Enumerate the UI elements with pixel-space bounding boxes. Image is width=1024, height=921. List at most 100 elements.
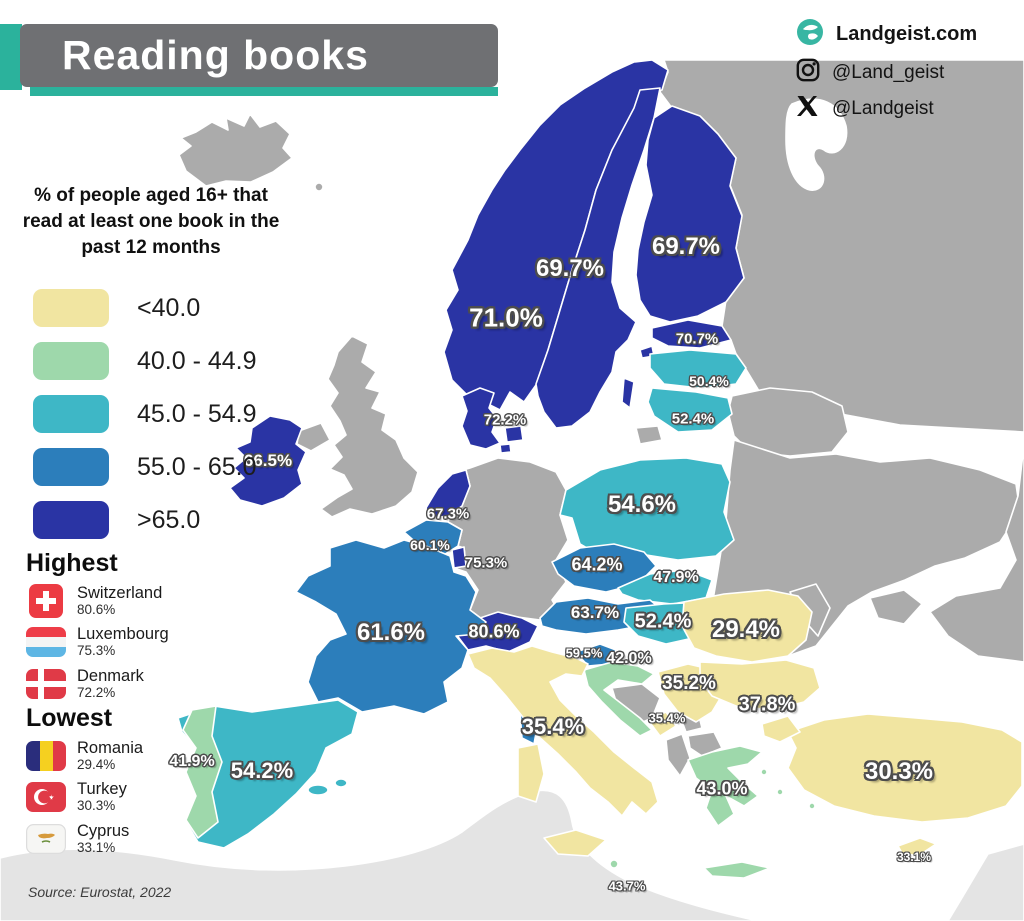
flag-denmark-icon	[26, 668, 66, 699]
legend-swatch-2	[33, 342, 109, 380]
legend-label-4: 55.0 - 65.0	[137, 452, 257, 481]
x-label: @Landgeist	[832, 97, 934, 119]
country-bulgaria	[699, 659, 821, 711]
lowest-block: Lowest Romania 29.4%	[26, 704, 143, 863]
legend-label-2: 40.0 - 44.9	[137, 346, 257, 375]
page-title: Reading books	[62, 32, 369, 78]
legend-row: 40.0 - 44.9	[33, 342, 257, 380]
country-montenegro	[647, 711, 677, 737]
rank-row-turkey: Turkey 30.3%	[26, 780, 143, 814]
aegean-island-1	[760, 768, 768, 776]
title-banner: Reading books	[20, 24, 498, 87]
rank-country-name: Luxembourg	[77, 625, 169, 644]
country-france	[295, 539, 487, 715]
island-gotland	[621, 377, 635, 409]
instagram-icon	[796, 58, 820, 87]
country-sweden	[535, 87, 661, 429]
legend-label-1: <40.0	[137, 293, 201, 322]
rank-row-cyprus: Cyprus 33.1%	[26, 822, 143, 856]
legend-row: 45.0 - 54.9	[33, 395, 257, 433]
danish-islands	[504, 425, 524, 443]
rank-country-name: Romania	[77, 739, 144, 757]
aegean-island-2	[776, 788, 784, 796]
island-menorca	[334, 778, 348, 788]
rank-country-value: 29.4%	[77, 757, 116, 773]
source-note: Source: Eurostat, 2022	[28, 884, 172, 900]
levant-landmass	[947, 843, 1024, 921]
faroe-islands	[314, 182, 324, 192]
rank-row-romania: Romania 29.4%	[26, 739, 143, 773]
rank-country-value: 30.3%	[77, 798, 116, 814]
north-africa-landmass	[0, 789, 759, 921]
country-denmark	[461, 387, 501, 450]
legend-row: >65.0	[33, 501, 257, 539]
region-east-thrace	[761, 715, 801, 743]
rank-country-value: 72.2%	[77, 684, 116, 700]
island-sardinia	[517, 743, 545, 803]
rank-row-denmark: Denmark 72.2%	[26, 667, 169, 701]
country-albania	[665, 733, 691, 777]
country-iceland	[178, 113, 293, 187]
legend-swatch-5	[33, 501, 109, 539]
x-link[interactable]: @Landgeist	[796, 94, 977, 123]
country-cyprus	[897, 837, 937, 857]
island-crete	[703, 861, 771, 879]
legend-note: % of people aged 16+ that read at least …	[22, 185, 280, 259]
flag-turkey-icon	[26, 782, 66, 813]
rank-country-value: 75.3%	[77, 643, 116, 659]
country-belarus	[727, 387, 849, 457]
country-finland	[635, 105, 745, 323]
highest-heading: Highest	[26, 549, 118, 577]
rank-country-name: Cyprus	[77, 821, 130, 840]
rank-country-name: Switzerland	[77, 584, 163, 602]
country-portugal	[182, 705, 223, 839]
flag-cyprus-icon	[26, 823, 66, 854]
country-italy	[467, 645, 659, 817]
instagram-label: @Land_geist	[832, 61, 945, 83]
country-luxembourg	[451, 546, 467, 569]
aegean-island-4	[808, 802, 816, 810]
country-poland	[559, 457, 735, 561]
country-croatia	[583, 661, 655, 737]
branding-block: Landgeist.com @Land_geist @Landgeist	[796, 18, 977, 123]
rank-country-value: 80.6%	[77, 602, 116, 618]
island-mallorca	[307, 784, 329, 796]
website-link[interactable]: Landgeist.com	[796, 18, 977, 51]
country-lithuania	[647, 387, 733, 433]
region-crimea	[869, 589, 923, 625]
danish-islands-2	[499, 443, 512, 454]
rank-country-name: Turkey	[77, 780, 127, 799]
legend-label-5: >65.0	[137, 505, 201, 534]
region-kaliningrad	[635, 425, 663, 445]
landgeist-globe-icon	[796, 18, 824, 51]
title-underline	[30, 87, 498, 96]
country-romania	[681, 589, 813, 663]
rank-country-name: Denmark	[77, 666, 144, 685]
flag-switzerland-icon	[26, 584, 66, 619]
legend-row: <40.0	[33, 289, 257, 327]
legend-swatch-4	[33, 448, 109, 486]
highest-block: Highest Switzerland 80.6%	[26, 549, 169, 708]
legend: <40.0 40.0 - 44.9 45.0 - 54.9 55.0 - 65.…	[33, 289, 257, 554]
country-greece	[687, 745, 763, 827]
white-sea	[785, 98, 848, 191]
country-estonia	[651, 319, 732, 349]
lowest-heading: Lowest	[26, 704, 113, 732]
country-netherlands	[425, 469, 471, 519]
legend-swatch-1	[33, 289, 109, 327]
legend-label-3: 45.0 - 54.9	[137, 399, 257, 428]
country-latvia	[649, 349, 747, 389]
title-accent-block	[0, 24, 22, 90]
country-russia-south	[929, 444, 1024, 663]
instagram-link[interactable]: @Land_geist	[796, 58, 977, 87]
rank-row-switzerland: Switzerland 80.6%	[26, 584, 169, 619]
rank-country-value: 33.1%	[77, 839, 116, 855]
legend-row: 55.0 - 65.0	[33, 448, 257, 486]
country-malta	[609, 859, 619, 869]
legend-swatch-3	[33, 395, 109, 433]
rank-row-luxembourg: Luxembourg 75.3%	[26, 625, 169, 659]
island-sicily	[543, 829, 607, 857]
country-united-kingdom	[320, 335, 419, 518]
